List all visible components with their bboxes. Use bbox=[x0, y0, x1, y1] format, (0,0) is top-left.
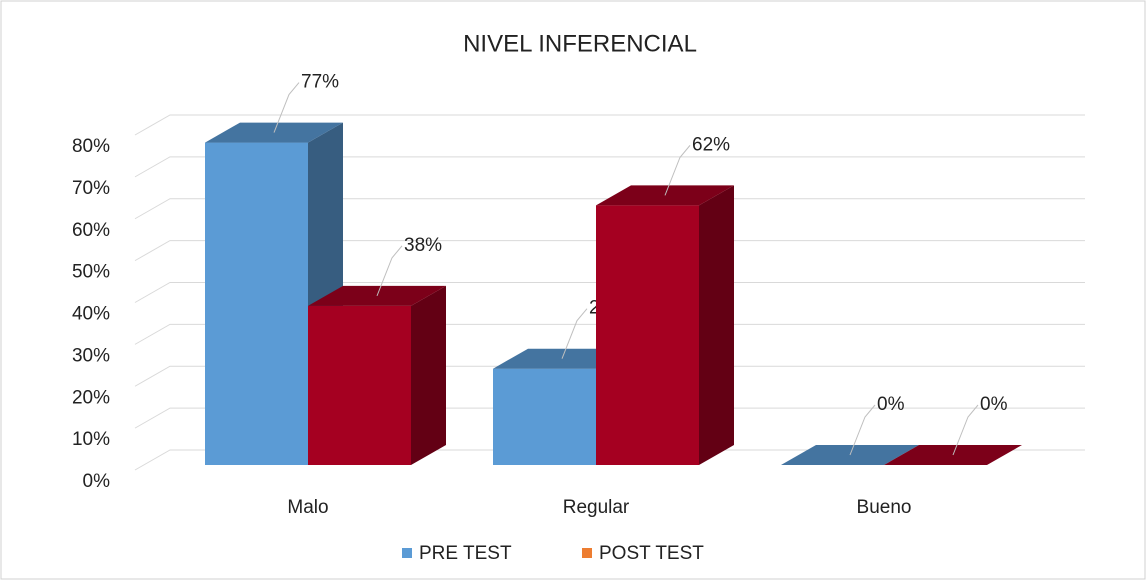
legend-swatch bbox=[582, 548, 592, 558]
bar-side bbox=[699, 185, 734, 465]
y-tick-label: 50% bbox=[72, 262, 110, 283]
leader-line bbox=[561, 308, 588, 359]
bar-side bbox=[411, 285, 446, 465]
data-label: 0% bbox=[980, 394, 1008, 415]
y-tick-label: 30% bbox=[72, 345, 110, 366]
grid-line bbox=[134, 198, 1085, 220]
bar bbox=[493, 368, 596, 465]
leader-line bbox=[273, 82, 300, 133]
leader-line bbox=[952, 404, 979, 456]
y-tick-label: 40% bbox=[72, 304, 110, 325]
data-label: 77% bbox=[301, 72, 339, 93]
legend-label: PRE TEST bbox=[419, 543, 512, 564]
chart-title: NIVEL INFERENCIAL bbox=[463, 30, 697, 57]
grid-line bbox=[134, 240, 1085, 262]
grid-line bbox=[134, 407, 1085, 429]
grid-line bbox=[134, 365, 1085, 387]
y-tick-label: 70% bbox=[72, 178, 110, 199]
y-tick-label: 20% bbox=[72, 387, 110, 408]
leader-line bbox=[664, 145, 691, 196]
leader-line bbox=[376, 245, 403, 297]
y-tick-label: 60% bbox=[72, 220, 110, 241]
x-tick-label: Regular bbox=[563, 497, 630, 518]
grid-line bbox=[134, 156, 1085, 178]
grid-line bbox=[134, 323, 1085, 345]
y-tick-label: 0% bbox=[83, 471, 111, 492]
legend-swatch bbox=[402, 548, 412, 558]
y-tick-label: 80% bbox=[72, 136, 110, 157]
bar bbox=[308, 305, 411, 465]
data-label: 62% bbox=[692, 134, 730, 155]
legend-label: POST TEST bbox=[599, 543, 704, 564]
grid-line bbox=[134, 449, 1085, 471]
data-label: 0% bbox=[877, 394, 905, 415]
y-tick-label: 10% bbox=[72, 429, 110, 450]
bar bbox=[596, 205, 699, 465]
leader-line bbox=[849, 404, 876, 456]
data-label: 38% bbox=[404, 235, 442, 256]
grid-line bbox=[134, 282, 1085, 303]
x-tick-label: Malo bbox=[287, 497, 328, 518]
bar bbox=[205, 142, 308, 465]
x-tick-label: Bueno bbox=[857, 497, 912, 518]
grid-line bbox=[134, 114, 1085, 136]
